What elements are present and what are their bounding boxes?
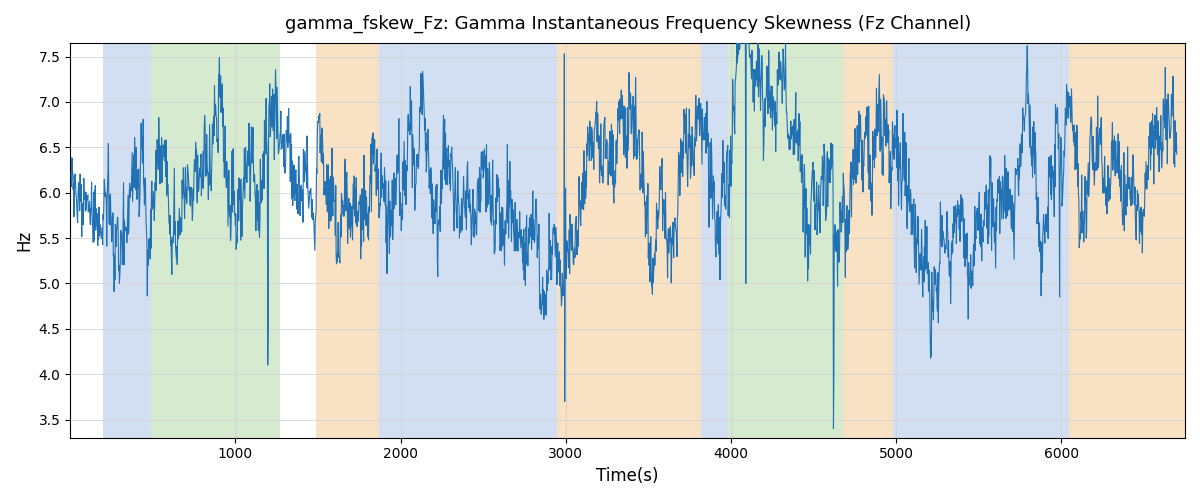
Title: gamma_fskew_Fz: Gamma Instantaneous Frequency Skewness (Fz Channel): gamma_fskew_Fz: Gamma Instantaneous Freq…	[284, 15, 971, 34]
Bar	[701, 43, 727, 438]
Bar	[379, 43, 558, 438]
Bar	[151, 43, 280, 438]
Bar	[727, 43, 844, 438]
Bar	[1069, 43, 1186, 438]
Bar	[844, 43, 893, 438]
Bar	[558, 43, 701, 438]
Bar	[893, 43, 1069, 438]
Bar	[317, 43, 379, 438]
Y-axis label: Hz: Hz	[16, 230, 34, 251]
X-axis label: Time(s): Time(s)	[596, 467, 659, 485]
Bar	[103, 43, 151, 438]
